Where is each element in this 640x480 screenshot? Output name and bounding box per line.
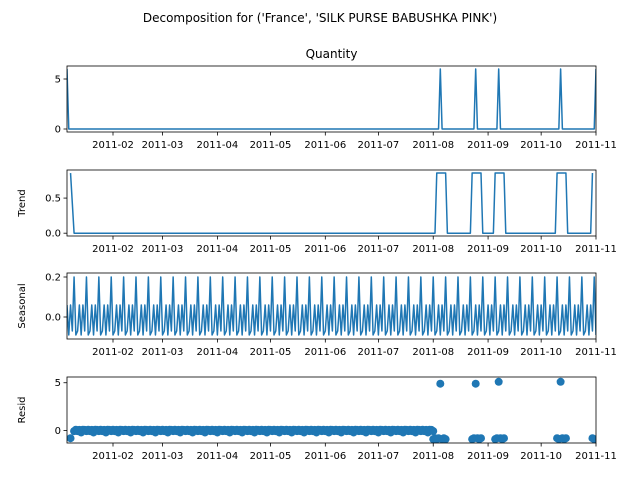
- series-layer: [67, 68, 596, 130]
- series-layer: [67, 377, 596, 443]
- x-tick-label: 2011-07: [357, 140, 399, 151]
- series-line: [69, 172, 594, 234]
- resid-point: [429, 427, 438, 436]
- x-tick-label: 2011-04: [196, 347, 238, 358]
- x-tick-label: 2011-11: [575, 347, 617, 358]
- resid-point: [500, 434, 508, 443]
- resid-point: [441, 435, 450, 443]
- x-tick-label: 2011-08: [412, 140, 454, 151]
- panel-title: Quantity: [306, 47, 358, 61]
- x-tick-label: 2011-08: [412, 244, 454, 255]
- series-layer: [69, 172, 594, 234]
- panel-4: 2011-02 2011-03 2011-04 2011-05 2011-06 2011-…: [17, 376, 617, 462]
- decomposition-panels: 2011-02 2011-03 2011-04 2011-05 2011-06 2011-…: [17, 47, 617, 462]
- x-tick-label: 2011-11: [575, 244, 617, 255]
- panel-3: 2011-02 2011-03 2011-04 2011-05 2011-06 2011-…: [17, 273, 617, 359]
- y-tick-label: 5: [55, 378, 61, 389]
- x-tick-label: 2011-07: [357, 347, 399, 358]
- x-tick-label: 2011-03: [142, 140, 184, 151]
- y-axis-label: Resid: [17, 397, 28, 424]
- x-tick-label: 2011-08: [412, 347, 454, 358]
- x-tick-label: 2011-02: [92, 347, 134, 358]
- resid-point: [436, 379, 445, 388]
- x-tick-label: 2011-09: [467, 451, 509, 462]
- axes-frame: [66, 169, 597, 237]
- x-tick-label: 2011-03: [142, 244, 184, 255]
- y-tick-label: 0.5: [45, 194, 61, 205]
- x-tick-label: 2011-05: [250, 140, 292, 151]
- series-layer: [67, 276, 596, 336]
- resid-point: [494, 377, 503, 386]
- y-tick-label: 0.0: [45, 229, 61, 240]
- x-tick-label: 2011-05: [250, 244, 292, 255]
- y-axis-label: Seasonal: [17, 283, 28, 328]
- resid-point: [561, 434, 570, 443]
- y-tick-label: 0: [55, 125, 61, 136]
- x-tick-label: 2011-11: [575, 451, 617, 462]
- x-tick-label: 2011-10: [520, 451, 562, 462]
- x-tick-label: 2011-09: [467, 140, 509, 151]
- x-tick-label: 2011-05: [250, 347, 292, 358]
- axes-frame: [66, 272, 597, 340]
- x-tick-label: 2011-03: [142, 347, 184, 358]
- x-tick-label: 2011-04: [196, 451, 238, 462]
- figure-suptitle: Decomposition for ('France', 'SILK PURSE…: [143, 11, 497, 25]
- seasonal-line: [67, 276, 596, 336]
- x-tick-label: 2011-06: [304, 244, 346, 255]
- series-line: [67, 68, 596, 130]
- x-tick-label: 2011-06: [304, 140, 346, 151]
- x-tick-label: 2011-03: [142, 451, 184, 462]
- x-tick-label: 2011-02: [92, 244, 134, 255]
- x-tick-label: 2011-05: [250, 451, 292, 462]
- panel-1: 2011-02 2011-03 2011-04 2011-05 2011-06 2011-…: [55, 47, 617, 151]
- x-tick-label: 2011-02: [92, 451, 134, 462]
- x-tick-label: 2011-04: [196, 244, 238, 255]
- panel-2: 2011-02 2011-03 2011-04 2011-05 2011-06 2011-…: [17, 169, 617, 255]
- x-tick-label: 2011-09: [467, 347, 509, 358]
- x-tick-label: 2011-11: [575, 140, 617, 151]
- x-tick-label: 2011-09: [467, 244, 509, 255]
- x-tick-label: 2011-06: [304, 451, 346, 462]
- x-tick-label: 2011-10: [520, 347, 562, 358]
- x-tick-label: 2011-07: [357, 244, 399, 255]
- x-tick-label: 2011-07: [357, 451, 399, 462]
- y-tick-label: 5: [55, 75, 61, 86]
- resid-point: [471, 379, 480, 388]
- resid-point: [556, 377, 565, 386]
- y-axis-label: Trend: [17, 189, 28, 217]
- resid-point: [590, 435, 596, 443]
- x-tick-label: 2011-02: [92, 140, 134, 151]
- x-tick-label: 2011-04: [196, 140, 238, 151]
- resid-point: [477, 434, 485, 443]
- x-tick-label: 2011-08: [412, 451, 454, 462]
- x-tick-label: 2011-10: [520, 140, 562, 151]
- y-tick-label: 0.2: [45, 273, 61, 284]
- y-tick-label: 0.0: [45, 313, 61, 324]
- x-tick-label: 2011-06: [304, 347, 346, 358]
- resid-point: [67, 434, 75, 443]
- y-tick-label: 0: [55, 426, 61, 437]
- axes-frame: [66, 65, 597, 133]
- axes-frame: [66, 376, 597, 444]
- x-tick-label: 2011-10: [520, 244, 562, 255]
